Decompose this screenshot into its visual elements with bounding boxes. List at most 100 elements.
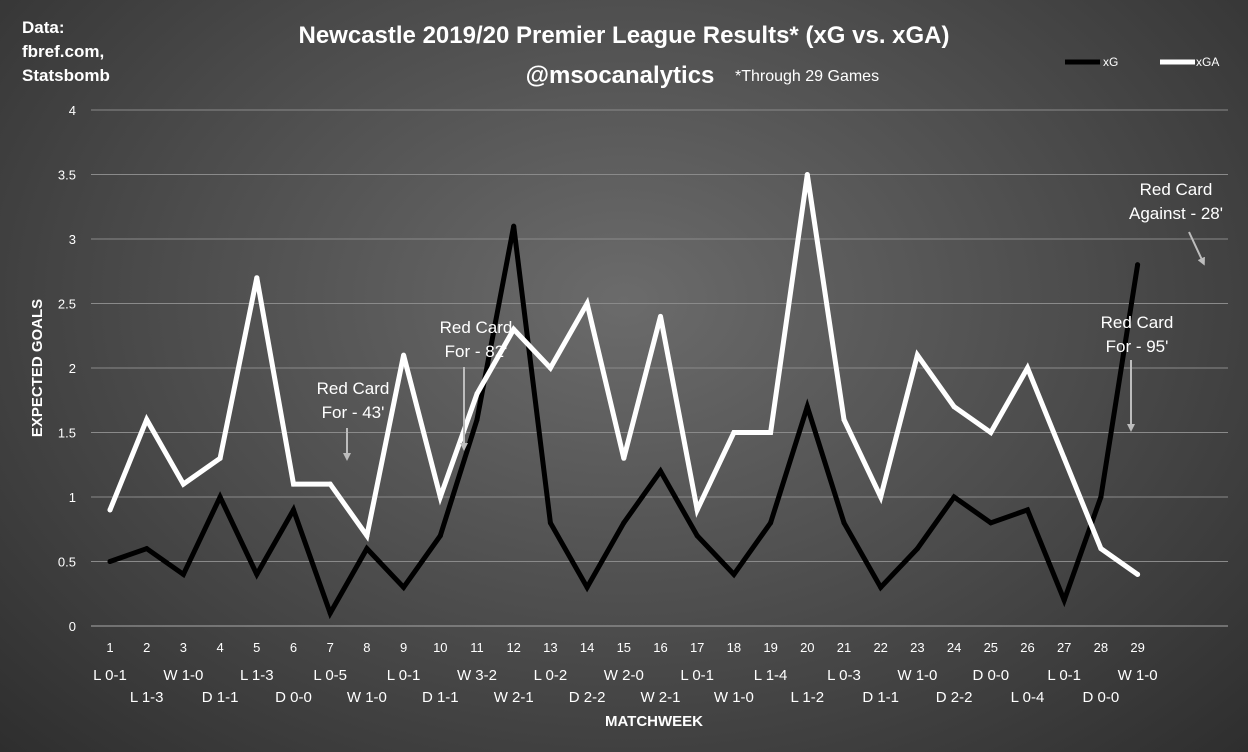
match-result-label: D 1-1 xyxy=(862,689,899,706)
match-result-label: D 0-0 xyxy=(972,667,1009,684)
data-point-xga xyxy=(474,391,480,397)
x-tick-label: 8 xyxy=(363,640,370,655)
x-tick-label: 20 xyxy=(800,640,814,655)
match-result-label: W 1-0 xyxy=(897,667,937,684)
match-result-label: L 0-2 xyxy=(534,667,568,684)
data-point-xg xyxy=(364,546,370,552)
y-tick-label: 2 xyxy=(69,361,76,376)
data-point-xg xyxy=(180,571,186,577)
y-tick-label: 3 xyxy=(69,232,76,247)
match-result-label: D 1-1 xyxy=(422,689,459,706)
data-point-xg xyxy=(1135,262,1141,268)
match-result-label: L 0-3 xyxy=(827,667,861,684)
annotation-text: For - 95' xyxy=(1106,337,1169,356)
y-tick-label: 2.5 xyxy=(58,297,76,312)
source-line-3: Statsbomb xyxy=(22,66,110,85)
x-tick-label: 14 xyxy=(580,640,594,655)
match-result-label: L 0-1 xyxy=(680,667,714,684)
data-point-xga xyxy=(731,430,737,435)
data-point-xga xyxy=(291,481,296,487)
data-point-xga xyxy=(878,494,884,500)
x-tick-label: 10 xyxy=(433,640,447,655)
data-point-xg xyxy=(1098,494,1104,500)
x-tick-label: 15 xyxy=(617,640,631,655)
match-result-label: L 0-1 xyxy=(93,667,127,684)
y-tick-label: 1.5 xyxy=(58,426,76,441)
data-point-xga xyxy=(547,365,553,371)
data-point-xga xyxy=(768,430,774,435)
data-point-xga xyxy=(107,507,113,513)
data-point-xg xyxy=(694,533,700,539)
y-tick-label: 4 xyxy=(69,103,76,118)
y-axis-title: EXPECTED GOALS xyxy=(29,299,46,437)
match-result-label: D 1-1 xyxy=(202,689,239,706)
data-point-xga xyxy=(694,507,700,513)
data-point-xga xyxy=(584,301,590,306)
series-lines xyxy=(107,172,1141,620)
x-tick-label: 6 xyxy=(290,640,297,655)
data-point-xg xyxy=(217,494,223,500)
data-point-xg xyxy=(107,559,113,564)
match-result-label: D 0-0 xyxy=(1083,689,1120,706)
x-tick-label: 26 xyxy=(1020,640,1034,655)
y-tick-label: 0 xyxy=(69,619,76,634)
data-point-xg xyxy=(437,533,443,539)
match-result-label: D 0-0 xyxy=(275,689,312,706)
y-tick-labels: 0 0.5 1 1.5 2 2.5 3 3.5 4 xyxy=(58,103,76,634)
annotation-text: Red Card xyxy=(1140,180,1213,199)
x-tick-label: 25 xyxy=(984,640,998,655)
match-result-label: D 2-2 xyxy=(936,689,973,706)
data-point-xga xyxy=(217,455,223,461)
match-result-label: L 1-4 xyxy=(754,667,788,684)
legend: xG xGA xyxy=(1065,55,1219,69)
chart-note: *Through 29 Games xyxy=(735,68,879,85)
x-tick-label: 3 xyxy=(180,640,187,655)
match-result-label: W 2-1 xyxy=(640,689,680,706)
annotation-text: Against - 28' xyxy=(1129,204,1223,223)
match-result-label: L 0-1 xyxy=(1047,667,1081,684)
data-point-xga xyxy=(621,455,627,461)
legend-label-xga: xGA xyxy=(1196,55,1219,69)
x-tick-label: 1 xyxy=(106,640,113,655)
x-tick-label: 18 xyxy=(727,640,741,655)
x-tick-label: 23 xyxy=(910,640,924,655)
x-axis-title: MATCHWEEK xyxy=(605,713,703,730)
data-point-xg xyxy=(658,468,663,474)
data-point-xg xyxy=(327,610,333,616)
x-tick-label: 7 xyxy=(327,640,334,655)
x-tick-label: 21 xyxy=(837,640,851,655)
data-point-xga xyxy=(437,494,443,500)
data-point-xga xyxy=(658,313,663,319)
data-point-xga xyxy=(1061,455,1067,461)
x-tick-label: 9 xyxy=(400,640,407,655)
annotation-text: Red Card xyxy=(317,379,390,398)
data-point-xg xyxy=(291,507,296,513)
data-point-xga xyxy=(254,275,260,281)
x-tick-label: 13 xyxy=(543,640,557,655)
x-tick-label: 17 xyxy=(690,640,704,655)
data-point-xg xyxy=(804,404,810,410)
x-tick-label: 2 xyxy=(143,640,150,655)
data-point-xg xyxy=(584,584,590,590)
data-point-xg xyxy=(768,520,774,526)
data-point-xg xyxy=(144,546,150,552)
data-point-xga xyxy=(841,417,847,423)
data-point-xg xyxy=(841,520,847,526)
x-tick-label: 12 xyxy=(506,640,520,655)
y-tick-label: 1 xyxy=(69,490,76,505)
x-tick-label: 4 xyxy=(216,640,223,655)
match-result-label: L 0-4 xyxy=(1011,689,1045,706)
match-result-label: W 1-0 xyxy=(1118,667,1158,684)
x-tick-label: 27 xyxy=(1057,640,1071,655)
x-tick-label: 22 xyxy=(873,640,887,655)
x-tick-labels: 1 2 3 4 5 6 7 8 9 10 11 12 13 14 15 16 17 18 19 20 21 22 23 24 2… xyxy=(106,640,1144,655)
annotations: Red Card For - 43' Red Card For - 82' Red Ca… xyxy=(317,180,1223,461)
match-result-label: L 0-5 xyxy=(313,667,347,684)
data-point-xga xyxy=(144,417,150,423)
data-point-xg xyxy=(1025,507,1030,513)
match-result-label: W 3-2 xyxy=(457,667,497,684)
data-point-xga xyxy=(511,326,517,332)
data-point-xg xyxy=(1061,597,1067,603)
data-point-xga xyxy=(180,481,186,487)
